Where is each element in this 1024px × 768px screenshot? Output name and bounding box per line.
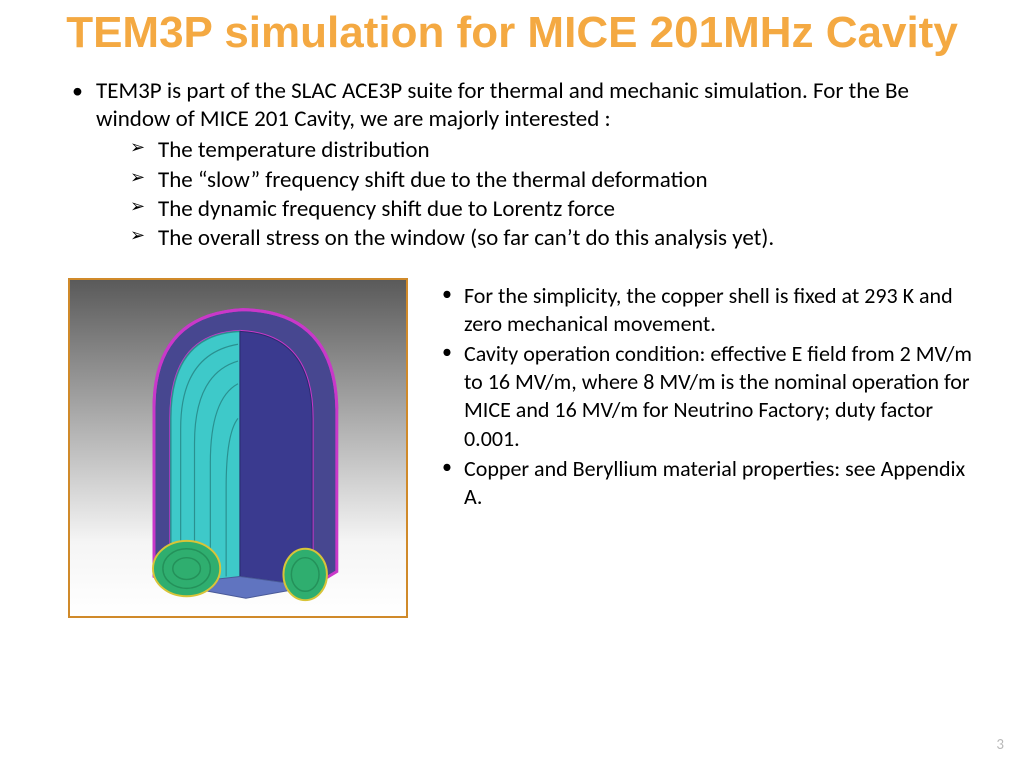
right-item: Cavity operation condition: effective E … xyxy=(436,340,972,453)
intro-block: TEM3P is part of the SLAC ACE3P suite fo… xyxy=(0,77,1024,254)
slide-title: TEM3P simulation for MICE 201MHz Cavity xyxy=(0,0,1024,77)
sub-item: The temperature distribution xyxy=(130,136,964,165)
intro-text: TEM3P is part of the SLAC ACE3P suite fo… xyxy=(60,77,964,135)
right-list: For the simplicity, the copper shell is … xyxy=(436,278,972,618)
sub-list: The temperature distribution The “slow” … xyxy=(60,136,964,254)
cavity-render-figure xyxy=(68,278,408,618)
sub-item: The overall stress on the window (so far… xyxy=(130,224,964,253)
right-item: Copper and Beryllium material properties… xyxy=(436,455,972,511)
lower-row: For the simplicity, the copper shell is … xyxy=(0,254,1024,618)
cavity-svg xyxy=(70,280,406,616)
page-number: 3 xyxy=(996,736,1004,754)
sub-item: The dynamic frequency shift due to Loren… xyxy=(130,195,964,224)
sub-item: The “slow” frequency shift due to the th… xyxy=(130,166,964,195)
right-item: For the simplicity, the copper shell is … xyxy=(436,282,972,338)
